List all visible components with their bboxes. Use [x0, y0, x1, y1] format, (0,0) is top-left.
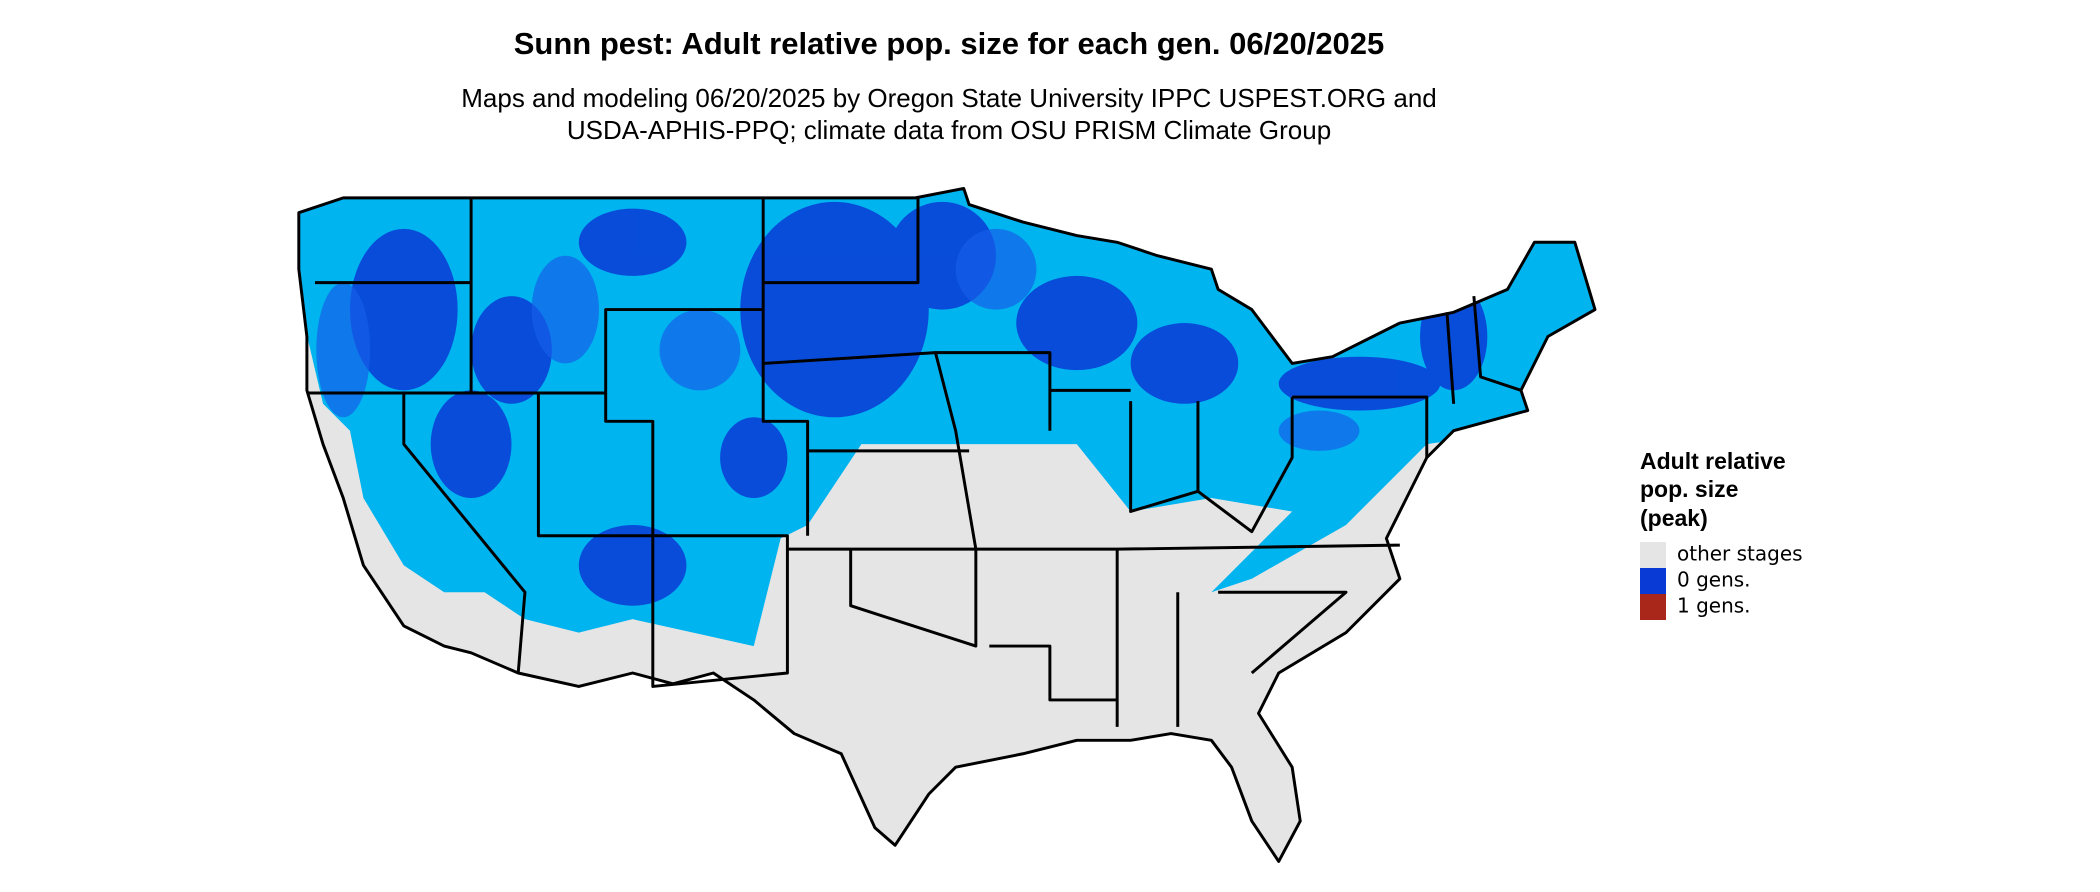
legend: Adult relative pop. size (peak) other st…	[1640, 448, 1803, 620]
legend-label: other stages	[1677, 542, 1803, 566]
title: Sunn pest: Adult relative pop. size for …	[514, 26, 1385, 61]
legend-swatch	[1640, 542, 1666, 568]
legend-label: 1 gens.	[1677, 594, 1751, 618]
legend-label: 0 gens.	[1677, 568, 1751, 592]
legend-swatch	[1640, 594, 1666, 620]
legend-swatch	[1640, 568, 1666, 594]
map	[297, 186, 1597, 863]
legend-title: (peak)	[1640, 505, 1708, 531]
subtitle-line: Maps and modeling 06/20/2025 by Oregon S…	[461, 83, 1437, 113]
subtitle-line: USDA-APHIS-PPQ; climate data from OSU PR…	[567, 115, 1331, 145]
legend-title: Adult relative	[1640, 448, 1786, 474]
legend-title: pop. size	[1640, 476, 1738, 502]
